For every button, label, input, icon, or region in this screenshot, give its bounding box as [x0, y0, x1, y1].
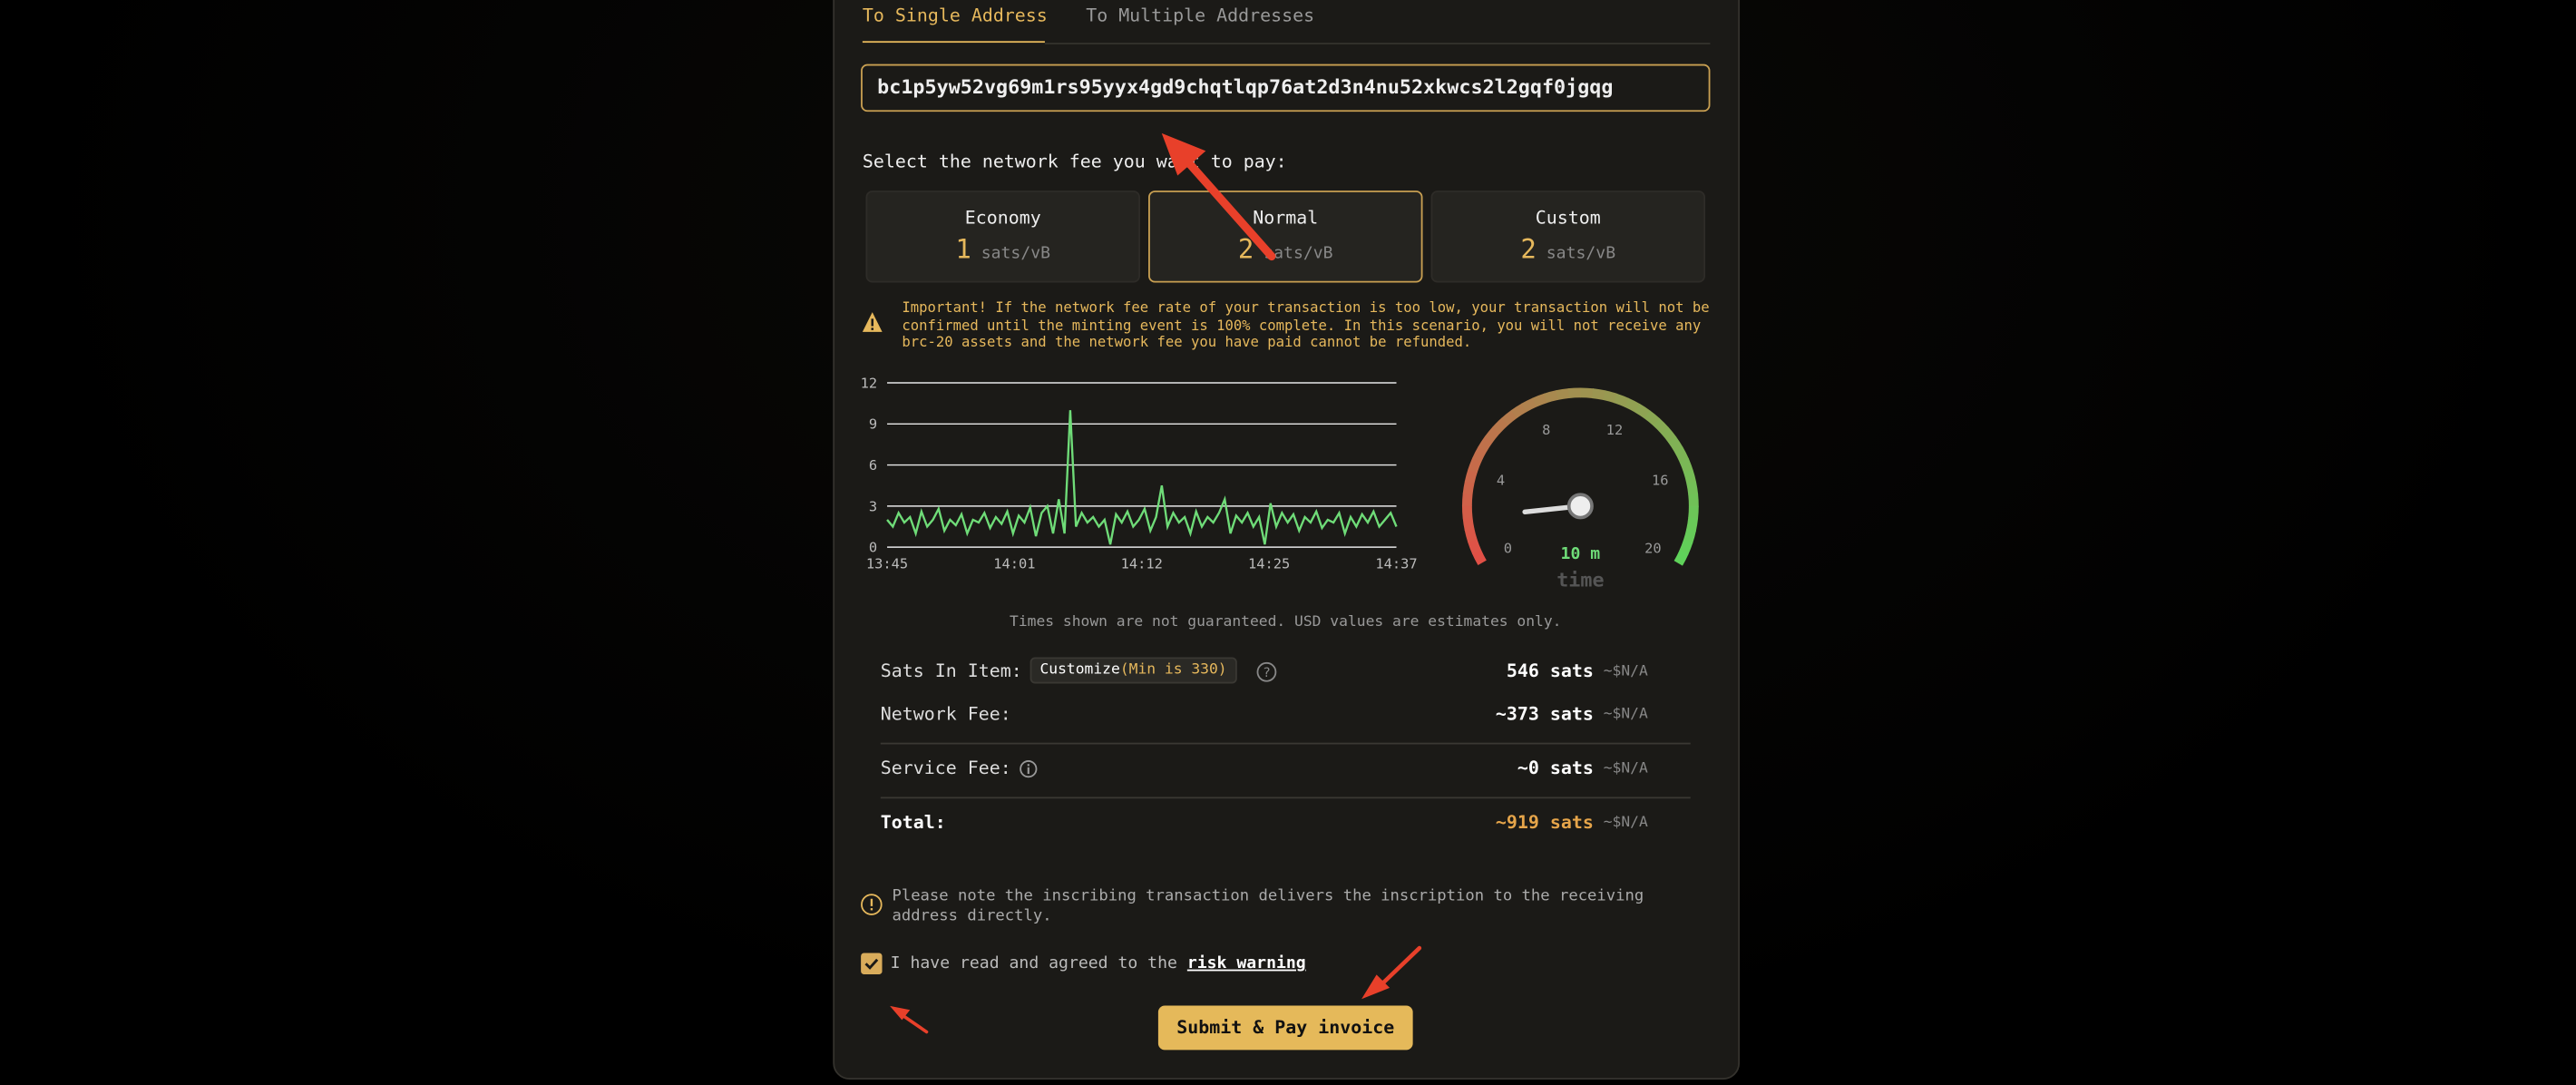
warning-text: Important! If the network fee rate of yo… — [902, 300, 1710, 352]
row-value: ~0 sats — [1517, 757, 1594, 779]
row-label: Total: — [880, 811, 946, 834]
y-tick-label: 9 — [869, 416, 877, 433]
row-value: ~919 sats — [1495, 811, 1594, 834]
gauge-tick-label: 16 — [1652, 473, 1669, 489]
x-tick-label: 14:25 — [1248, 556, 1290, 572]
gauge-label: time — [1556, 570, 1604, 592]
tab-underline — [862, 41, 1045, 44]
x-tick-label: 14:37 — [1375, 556, 1417, 572]
note: Please note the inscribing transaction d… — [892, 887, 1644, 925]
customize: Customize — [1039, 661, 1120, 679]
info-icon[interactable] — [1019, 759, 1039, 779]
risk-link[interactable]: risk warning — [1186, 954, 1306, 973]
row-label: Sats In Item: — [880, 660, 1022, 682]
row-usd: ~$N/A — [1603, 663, 1648, 680]
gauge-tick-label: 12 — [1606, 422, 1624, 438]
row-value: ~373 sats — [1495, 703, 1594, 725]
note-line: Please note the inscribing transaction d… — [892, 887, 1644, 905]
agree-text: I have read and agreed to the — [890, 954, 1177, 973]
row-usd: ~$N/A — [1603, 706, 1648, 723]
fee-unit: sats/vB — [1264, 244, 1333, 263]
y-tick-label: 12 — [861, 375, 878, 391]
fee-rate: 2 — [1520, 233, 1537, 265]
fee-chart: 0 3 6 9 12 13:45 14:01 14:12 14:25 14:37 — [861, 375, 1418, 572]
divider — [880, 742, 1691, 745]
x-tick-label: 13:45 — [866, 556, 908, 572]
gauge-tick-label: 4 — [1497, 473, 1505, 489]
svg-text:?: ? — [1263, 666, 1271, 680]
x-tick-label: 14:12 — [1121, 556, 1163, 572]
fee-name: Economy — [964, 207, 1041, 229]
panel — [833, 0, 1741, 1080]
note-line: address directly. — [892, 905, 1052, 924]
disclaimer: Times shown are not guaranteed. USD valu… — [1010, 614, 1562, 631]
warning-icon — [862, 312, 883, 332]
row-usd: ~$N/A — [1603, 760, 1648, 777]
tab[interactable]: To Multiple Addresses — [1086, 5, 1315, 26]
x-tick-label: 14:01 — [993, 556, 1035, 572]
gauge-arc — [1673, 550, 1689, 566]
row-value: 546 sats — [1506, 660, 1594, 682]
gauge-tick-label: 8 — [1542, 422, 1550, 438]
fee-line — [886, 410, 1398, 545]
fee-option[interactable]: Custom 2 sats/vB — [1430, 191, 1706, 283]
submit-button[interactable]: Submit & Pay invoice — [1157, 1005, 1413, 1051]
gauge-time: 10 m — [1561, 544, 1601, 563]
y-tick-label: 0 — [869, 540, 877, 556]
row-label: Service Fee: — [880, 757, 1011, 779]
customize-button[interactable]: Customize(Min is 330) — [1029, 657, 1237, 684]
agree-label: I have read and agreed to the risk warni… — [891, 954, 1306, 973]
row-usd: ~$N/A — [1603, 815, 1648, 832]
fee-unit: sats/vB — [1546, 244, 1616, 263]
help-icon[interactable]: ? — [1255, 660, 1278, 683]
gauge-tick-label: 20 — [1644, 540, 1662, 556]
fee-name: Custom — [1535, 207, 1601, 229]
fee-option[interactable]: Economy 1 sats/vB — [865, 191, 1140, 283]
note-icon — [861, 894, 883, 915]
divider — [1044, 43, 1711, 44]
min-note: (Min is 330) — [1119, 661, 1227, 679]
gauge-hub — [1566, 493, 1594, 520]
fee-name: Normal — [1253, 207, 1319, 229]
fee-rate: 1 — [955, 233, 971, 265]
fee-gauge: 0 4 8 12 16 20 10 m time — [1461, 387, 1699, 592]
fee-unit: sats/vB — [981, 244, 1051, 263]
address-input[interactable]: bc1p5yw52vg69m1rs95yyx4gd9chqtlqp76at2d3… — [861, 64, 1711, 112]
tab[interactable]: To Single Address — [862, 5, 1048, 26]
checkbox[interactable] — [861, 953, 883, 975]
gauge-tick-label: 0 — [1504, 540, 1512, 556]
y-tick-label: 3 — [869, 498, 877, 514]
divider — [880, 797, 1691, 799]
y-tick-label: 6 — [869, 457, 877, 474]
fee-option[interactable]: Normal 2 sats/vB — [1148, 191, 1423, 283]
fee-rate: 2 — [1237, 233, 1254, 265]
row-label: Network Fee: — [880, 703, 1011, 725]
